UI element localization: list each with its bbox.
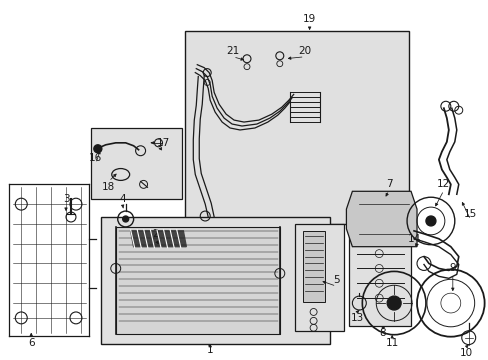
Text: 4: 4: [119, 194, 126, 204]
Text: 10: 10: [459, 347, 472, 357]
Text: 12: 12: [436, 179, 449, 189]
Text: 21: 21: [226, 46, 239, 56]
Text: 19: 19: [303, 14, 316, 24]
Bar: [91, 128, 182, 199]
Bar: [349, 237, 410, 326]
Text: 8: 8: [378, 328, 385, 338]
Text: 13: 13: [350, 313, 363, 323]
Bar: [294, 224, 344, 331]
Text: 11: 11: [385, 338, 398, 348]
Text: 3: 3: [62, 194, 69, 204]
Text: 6: 6: [28, 338, 35, 348]
Text: 7: 7: [385, 179, 392, 189]
Polygon shape: [346, 191, 416, 247]
Text: 9: 9: [448, 264, 455, 274]
Bar: [302, 231, 324, 302]
Bar: [185, 31, 408, 224]
Text: 16: 16: [89, 153, 102, 163]
Circle shape: [386, 296, 400, 310]
Text: 20: 20: [298, 46, 310, 56]
Text: 5: 5: [332, 275, 339, 285]
Text: 18: 18: [102, 182, 115, 192]
Bar: [101, 217, 329, 343]
Text: 15: 15: [463, 209, 476, 219]
Bar: [116, 227, 279, 334]
Circle shape: [122, 216, 128, 222]
Text: 17: 17: [157, 138, 170, 148]
Text: 14: 14: [407, 234, 420, 244]
Text: 1: 1: [206, 345, 213, 355]
Polygon shape: [130, 231, 186, 247]
Text: 2: 2: [152, 229, 159, 239]
Circle shape: [94, 145, 102, 153]
Circle shape: [425, 216, 435, 226]
